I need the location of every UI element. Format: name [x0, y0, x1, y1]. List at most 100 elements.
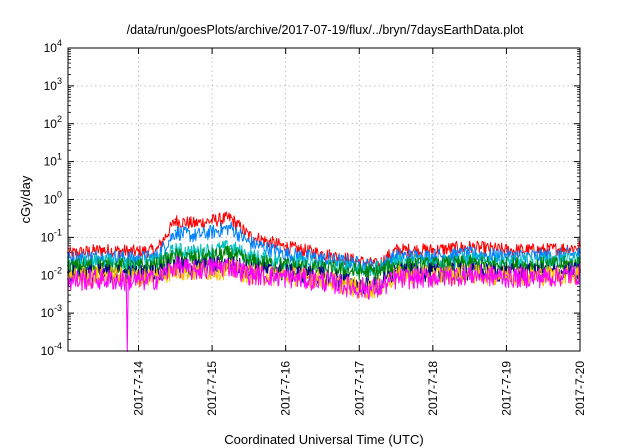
- y-tick-exponent: 2: [57, 114, 62, 124]
- y-tick-exponent: 1: [57, 152, 62, 162]
- data-point: [358, 268, 361, 271]
- y-tick-exponent: 0: [57, 190, 62, 200]
- x-tick-label: 2017-7-18: [426, 361, 440, 416]
- data-point: [284, 244, 287, 247]
- y-tick-label: 104: [44, 38, 62, 55]
- data-point: [358, 261, 361, 264]
- data-point: [192, 256, 195, 259]
- data-point: [431, 247, 434, 250]
- data-point: [229, 215, 232, 218]
- y-tick-exponent: -3: [54, 303, 62, 313]
- series-7: [67, 255, 581, 352]
- x-tick-label: 2017-7-20: [573, 361, 587, 416]
- data-point: [100, 276, 103, 278]
- data-point: [395, 259, 397, 262]
- data-point: [156, 253, 158, 256]
- data-point: [100, 253, 103, 256]
- y-tick-label: 10-1: [41, 227, 62, 244]
- data-point: [247, 240, 250, 242]
- y-tick-exponent: -4: [54, 341, 62, 351]
- data-point: [174, 262, 177, 265]
- data-point: [542, 262, 545, 265]
- y-axis-label: cGy/day: [18, 175, 33, 223]
- y-tick-label: 100: [44, 190, 62, 207]
- data-point: [505, 262, 508, 265]
- y-tick-base: 10: [44, 155, 58, 169]
- data-point: [431, 274, 434, 277]
- data-point: [156, 272, 158, 275]
- data-point: [505, 274, 508, 277]
- plot-frame: [67, 47, 581, 352]
- y-tick-exponent: -2: [54, 265, 62, 275]
- data-point: [431, 262, 434, 265]
- x-tick-labels: 2017-7-14 2017-7-15 2017-7-16 2017-7-17 2017…: [132, 361, 587, 416]
- data-point: [431, 253, 434, 256]
- grid-lines: [68, 47, 581, 352]
- data-point: [229, 225, 232, 227]
- data-point: [100, 262, 103, 265]
- data-point: [192, 221, 195, 224]
- data-point: [247, 233, 250, 236]
- data-point: [192, 233, 195, 236]
- y-tick-label: 10-3: [41, 303, 62, 320]
- data-point: [376, 270, 379, 272]
- data-point: [211, 253, 213, 256]
- data-point: [284, 251, 287, 254]
- data-point: [156, 262, 158, 265]
- data-point: [284, 262, 287, 265]
- y-tick-exponent: 3: [57, 76, 62, 86]
- data-point: [229, 262, 232, 265]
- data-point: [468, 251, 471, 254]
- data-point: [321, 251, 324, 254]
- data-point: [137, 264, 140, 267]
- data-point: [174, 218, 177, 221]
- chart-title: /data/run/goesPlots/archive/2017-07-19/f…: [127, 23, 524, 37]
- series-line: [67, 259, 581, 299]
- data-point: [174, 247, 177, 250]
- y-tick-label: 103: [44, 76, 62, 93]
- x-axis-label: Coordinated Universal Time (UTC): [224, 432, 423, 447]
- data-point: [468, 261, 471, 264]
- x-tick-label: 2017-7-17: [352, 361, 366, 416]
- data-point: [395, 276, 397, 278]
- data-point: [211, 218, 213, 221]
- y-tick-label: 101: [44, 152, 62, 169]
- series-line: [67, 255, 581, 352]
- y-tick-label: 102: [44, 114, 62, 131]
- data-point: [192, 267, 195, 270]
- data-point: [395, 262, 397, 265]
- x-tick-label: 2017-7-14: [132, 361, 146, 416]
- data-point: [247, 259, 250, 262]
- data-point: [137, 278, 140, 280]
- data-point: [247, 271, 250, 274]
- data-point: [542, 274, 545, 277]
- data-point: [247, 253, 250, 256]
- data-point: [100, 247, 103, 250]
- data-point: [211, 229, 213, 232]
- data-series: [67, 211, 581, 352]
- data-point: [505, 247, 508, 250]
- data-point: [505, 253, 508, 256]
- y-tick-base: 10: [44, 41, 58, 55]
- data-point: [229, 251, 232, 254]
- data-point: [125, 278, 128, 280]
- y-tick-base: 10: [41, 306, 55, 320]
- y-tick-exponent: -1: [54, 227, 62, 237]
- y-tick-exponent: 4: [57, 38, 62, 48]
- data-point: [321, 256, 324, 259]
- data-point: [137, 256, 140, 259]
- data-point: [395, 253, 397, 256]
- data-point: [174, 229, 177, 232]
- data-point: [127, 278, 130, 280]
- data-point: [358, 285, 361, 288]
- x-tick-label: 2017-7-15: [205, 361, 219, 416]
- data-point: [395, 247, 397, 250]
- y-tick-base: 10: [41, 230, 55, 244]
- data-point: [468, 271, 471, 274]
- y-tick-base: 10: [44, 117, 58, 131]
- data-point: [156, 247, 158, 250]
- y-tick-base: 10: [44, 79, 58, 93]
